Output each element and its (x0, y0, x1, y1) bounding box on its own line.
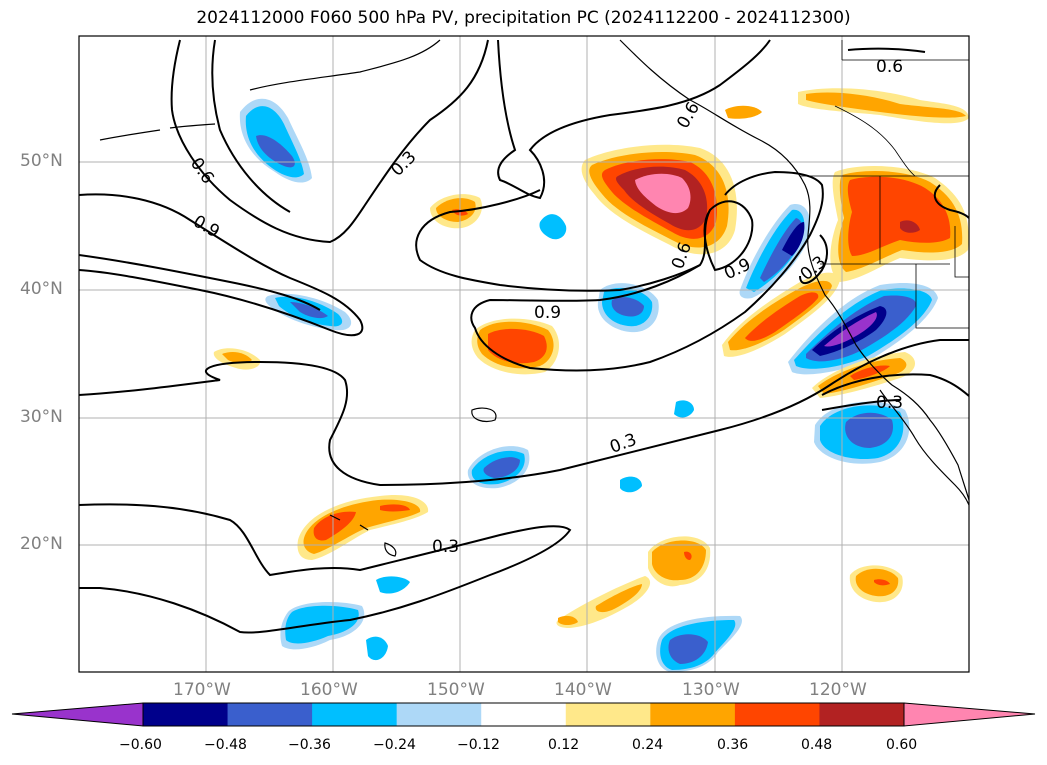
colorbar-tick: −0.24 (373, 737, 416, 753)
precip-blob-negative (845, 412, 894, 448)
precip-blob-positive (745, 292, 819, 341)
precip-blob-negative (674, 400, 694, 418)
precip-blob-positive (684, 551, 692, 560)
colorbar-swatch (565, 703, 651, 726)
precip-blob-positive (652, 540, 706, 581)
pv-contour (847, 47, 926, 53)
pv-contours (79, 39, 969, 634)
colorbar-swatch (396, 703, 482, 726)
lat-label-30n: 30°N (20, 407, 63, 427)
alaska-coast (249, 39, 441, 91)
colorbar-swatch (143, 703, 229, 726)
pv-contour (79, 254, 321, 311)
precip-blob-positive (380, 504, 410, 512)
contour-label: 0.3 (876, 393, 903, 413)
border (820, 40, 969, 329)
precip-blob-positive (806, 92, 966, 118)
lon-label-130w: 130°W (682, 680, 740, 700)
map-title: 2024112000 F060 500 hPa PV, precipitatio… (196, 8, 851, 28)
alaska-panhandle-coast (619, 39, 969, 501)
coastlines (99, 39, 969, 557)
pv-contour (470, 170, 824, 372)
precip-blob-negative (376, 576, 410, 594)
lon-label-120w: 120°W (809, 680, 867, 700)
precip-blob-positive (850, 365, 890, 380)
colorbar-tick: 0.48 (801, 737, 833, 753)
colorbar-tick: 0.60 (886, 737, 918, 753)
pv-contour (821, 399, 901, 411)
border (834, 105, 916, 177)
precip-blob-negative (366, 636, 388, 661)
precip-blob-negative (256, 135, 295, 168)
baja-coast (879, 389, 969, 506)
contour-label: 0.6 (876, 57, 903, 77)
lat-label-50n: 50°N (20, 151, 63, 171)
precip-blob-positive (900, 220, 920, 233)
pv-contour (79, 339, 969, 487)
colorbar-swatch (227, 703, 313, 726)
colorbar-swatch (734, 703, 820, 726)
precip-blob-negative (483, 457, 520, 478)
colorbar-frame (142, 702, 905, 727)
precip-blob-positive (558, 615, 578, 625)
colorbar-tick: −0.60 (119, 737, 162, 753)
colorbar-extend-low (11, 702, 144, 727)
precip-blob-negative (611, 297, 644, 317)
colorbar-tick: −0.12 (457, 737, 500, 753)
colorbar-tick: 0.24 (632, 737, 664, 753)
lon-label-150w: 150°W (427, 680, 485, 700)
pv-contour (821, 373, 969, 397)
precip-blob-positive (488, 328, 547, 364)
contour-label: 0.3 (432, 537, 459, 557)
precip-blob-positive (313, 511, 356, 541)
precip-blob-positive (595, 584, 642, 613)
lon-label-160w: 160°W (300, 680, 358, 700)
precip-blob-positive (847, 176, 951, 256)
colorbar-swatch (481, 703, 567, 726)
colorbar-swatch (819, 703, 905, 726)
pv-contour (497, 39, 771, 200)
lat-label-20n: 20°N (20, 534, 63, 554)
precip-blob-negative (668, 634, 708, 664)
island-coast (471, 407, 497, 423)
precip-blob-negative (290, 302, 328, 319)
aleutian-coast (99, 123, 216, 141)
colorbar-extend-high (903, 702, 1036, 727)
colorbar-tick: 0.12 (548, 737, 580, 753)
pv-contour (933, 184, 969, 219)
pv-contour (170, 39, 489, 244)
precip-blob-negative (539, 214, 567, 240)
colorbar-tick: 0.36 (717, 737, 749, 753)
precip-blob-positive (222, 352, 252, 363)
plot-frame (78, 35, 970, 673)
precip-blob-positive (725, 105, 762, 119)
pv-contour (79, 193, 364, 337)
lon-label-140w: 140°W (554, 680, 612, 700)
pv-contour (415, 189, 754, 292)
colorbar-tick: −0.48 (204, 737, 247, 753)
precip-blob-positive (635, 173, 691, 214)
lon-label-170w: 170°W (173, 680, 231, 700)
precip-blob-negative (824, 312, 877, 347)
lat-label-40n: 40°N (20, 279, 63, 299)
precip-blob-negative (620, 476, 642, 493)
precip-blob-positive (874, 579, 890, 586)
precip-blob-negative (782, 222, 805, 256)
colorbar-swatch (312, 703, 398, 726)
pv-contour (799, 234, 828, 285)
state-borders (800, 40, 969, 329)
contour-label: 0.9 (534, 303, 561, 323)
colorbar-tick: −0.36 (288, 737, 331, 753)
hawaii-coast (329, 514, 397, 557)
pv-contour (79, 503, 572, 634)
colorbar-swatch (650, 703, 736, 726)
colorbar (11, 702, 1036, 727)
precip-blob-negative (285, 605, 359, 644)
graticule (79, 36, 969, 672)
pv-contour (211, 39, 291, 213)
